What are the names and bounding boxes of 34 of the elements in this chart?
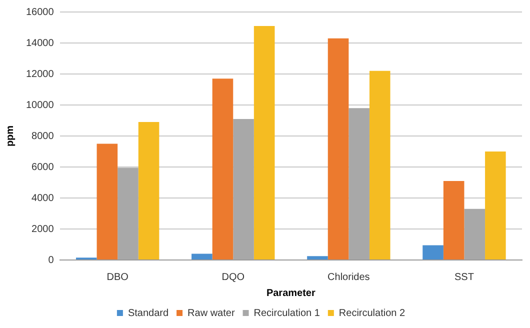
bar [307, 256, 328, 260]
y-tick-label: 2000 [32, 224, 54, 235]
y-tick-label: 4000 [32, 192, 54, 204]
bar [443, 180, 464, 260]
bar [212, 78, 234, 260]
bar [233, 118, 254, 260]
legend-label: Recirculation 2 [338, 308, 406, 319]
legend-label: Standard [128, 308, 169, 319]
y-tick-label: 16000 [26, 6, 54, 18]
bar [254, 26, 275, 260]
x-tick-label: Chlorides [328, 272, 370, 283]
bar [192, 254, 212, 260]
y-axis-title: ppm [4, 125, 16, 147]
bar [464, 208, 486, 260]
y-tick-label: 12000 [26, 68, 54, 80]
bar [138, 122, 160, 260]
bar [118, 168, 138, 260]
y-tick-label: 14000 [26, 38, 54, 49]
legend-label: Recirculation 1 [254, 308, 320, 319]
x-tick-label: DBO [106, 272, 129, 283]
y-tick-label: 10000 [26, 100, 54, 111]
legend-label: Raw water [188, 308, 236, 319]
bar [348, 108, 370, 260]
y-tick-label: 8000 [32, 130, 54, 142]
bar [422, 245, 444, 260]
y-tick-label: 6000 [32, 162, 54, 173]
bar [96, 144, 118, 260]
bar [328, 38, 349, 260]
bar [369, 70, 390, 260]
x-tick-label: SST [454, 272, 474, 283]
x-tick-label: DQO [222, 272, 245, 283]
bar [485, 152, 506, 260]
x-axis-title: Parameter [266, 288, 316, 299]
y-tick-label: 0 [48, 254, 54, 266]
